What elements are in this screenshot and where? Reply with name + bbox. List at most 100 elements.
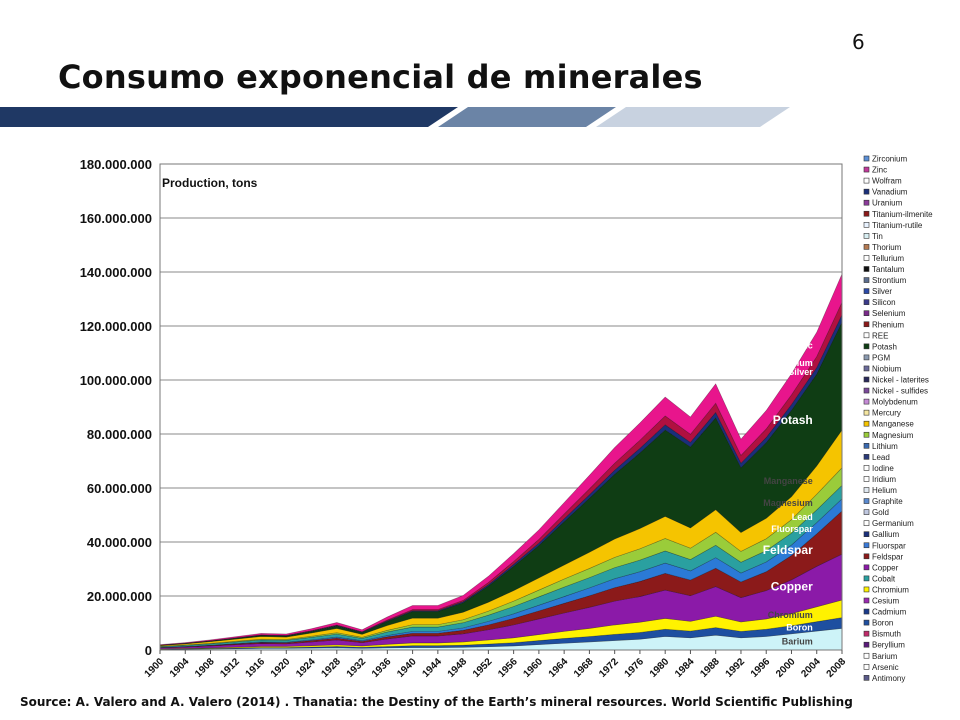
legend-entry: Chromium (872, 585, 909, 594)
legend-swatch (863, 398, 870, 405)
x-tick-label: 1912 (218, 656, 242, 680)
series-label: Magnesium (763, 498, 813, 508)
legend-entry: Silicon (872, 298, 896, 307)
legend-swatch (863, 332, 870, 339)
x-tick-label: 1932 (345, 656, 369, 680)
legend-entry: Antimony (872, 674, 905, 683)
legend-swatch (863, 675, 870, 681)
legend: Zirconium Zinc Wolfram Vanadium Uranium Titan… (863, 155, 933, 683)
legend-swatch (863, 431, 870, 438)
legend-entry: Nickel - laterites (872, 376, 929, 385)
x-tick-label: 1916 (244, 656, 268, 680)
slide-number: 6 (852, 30, 865, 54)
legend-entry: Manganese (872, 420, 914, 429)
legend-entry: Molybdenum (872, 398, 918, 407)
legend-swatch (863, 255, 870, 261)
legend-swatch (863, 266, 870, 272)
legend-swatch (863, 630, 870, 637)
legend-entry: Graphite (872, 497, 903, 506)
x-tick-label: 1984 (673, 656, 697, 680)
legend-swatch (863, 531, 870, 538)
series-label: Silver (788, 367, 813, 377)
legend-entry: Arsenic (872, 663, 899, 672)
legend-swatch (863, 387, 870, 394)
y-tick-label: 80.000.000 (87, 427, 152, 442)
chart: 0 20.000.000 40.000.000 60.000.000 80.000.00… (42, 148, 952, 688)
series-label: Zinc (794, 340, 813, 350)
legend-swatch (863, 575, 870, 582)
legend-entry: Iridium (872, 475, 896, 484)
x-tick-label: 1988 (698, 656, 722, 680)
x-tick-label: 1944 (420, 656, 444, 680)
banner-mid-stripe (438, 107, 616, 127)
chart-title: Production, tons (162, 176, 258, 190)
legend-entry: Cadmium (872, 608, 907, 617)
x-tick-label: 1992 (724, 656, 748, 680)
legend-swatch (863, 608, 870, 615)
legend-swatch (863, 299, 870, 305)
chart-svg: 0 20.000.000 40.000.000 60.000.000 80.000.00… (80, 155, 933, 683)
legend-entry: Selenium (872, 309, 906, 318)
x-tick-label: 1952 (471, 656, 495, 680)
x-tick-label: 2008 (825, 656, 849, 680)
legend-entry: Cesium (872, 597, 899, 606)
legend-entry: Lead (872, 453, 890, 462)
legend-entry: Bismuth (872, 630, 901, 639)
x-tick-label: 1960 (521, 656, 545, 680)
y-tick-label: 180.000.000 (80, 157, 152, 172)
legend-swatch (863, 343, 870, 350)
series-label: Barium (782, 637, 813, 647)
x-tick-label: 1900 (143, 656, 167, 680)
x-tick-label: 1964 (547, 656, 571, 680)
legend-entry: Tin (872, 232, 883, 241)
legend-swatch (863, 420, 870, 427)
legend-swatch (863, 641, 870, 648)
banner-dark-stripe (0, 107, 458, 127)
legend-entry: Lithium (872, 442, 898, 451)
x-tick-label: 1940 (395, 656, 419, 680)
x-tick-label: 1968 (572, 656, 596, 680)
legend-entry: Titanium-ilmenite (872, 210, 933, 219)
legend-entry: PGM (872, 353, 891, 362)
legend-entry: Nickel - sulfides (872, 387, 928, 396)
y-tick-label: 20.000.000 (87, 589, 152, 604)
legend-entry: Helium (872, 486, 897, 495)
y-tick-label: 60.000.000 (87, 481, 152, 496)
legend-entry: Zirconium (872, 155, 907, 164)
y-tick-label: 100.000.000 (80, 373, 152, 388)
legend-entry: REE (872, 331, 888, 340)
legend-swatch (863, 188, 870, 195)
x-tick-label: 1904 (168, 656, 192, 680)
legend-entry: Fluorspar (872, 541, 906, 550)
legend-entry: Tantalum (872, 265, 905, 274)
banner-light-stripe (596, 107, 790, 127)
legend-entry: Gold (872, 508, 889, 517)
series-label: Boron (786, 622, 813, 632)
plot-frame (159, 163, 843, 651)
legend-swatch (863, 597, 870, 604)
x-tick-label: 1920 (269, 656, 293, 680)
legend-entry: Silver (872, 287, 892, 296)
x-tick-label: 1972 (597, 656, 621, 680)
legend-entry: Wolfram (872, 177, 902, 186)
title-banner (0, 107, 790, 127)
legend-swatch (863, 244, 870, 250)
legend-swatch (863, 233, 870, 239)
legend-entry: Titanium-rutile (872, 221, 923, 230)
legend-swatch (863, 321, 870, 328)
legend-swatch (863, 222, 870, 228)
legend-entry: Strontium (872, 276, 907, 285)
x-tick-label: 2004 (799, 656, 823, 680)
x-tick-label: 2000 (774, 656, 798, 680)
series-label: Titanium (775, 358, 812, 368)
legend-entry: Thorium (872, 243, 902, 252)
legend-entry: Copper (872, 563, 899, 572)
x-tick-label: 1996 (749, 656, 773, 680)
y-tick-label: 40.000.000 (87, 535, 152, 550)
legend-swatch (863, 210, 870, 217)
x-tick-label: 1976 (623, 656, 647, 680)
legend-swatch (863, 652, 870, 659)
legend-entry: Tellurium (872, 254, 904, 263)
legend-entry: Beryllium (872, 641, 905, 650)
legend-entry: Magnesium (872, 431, 914, 440)
